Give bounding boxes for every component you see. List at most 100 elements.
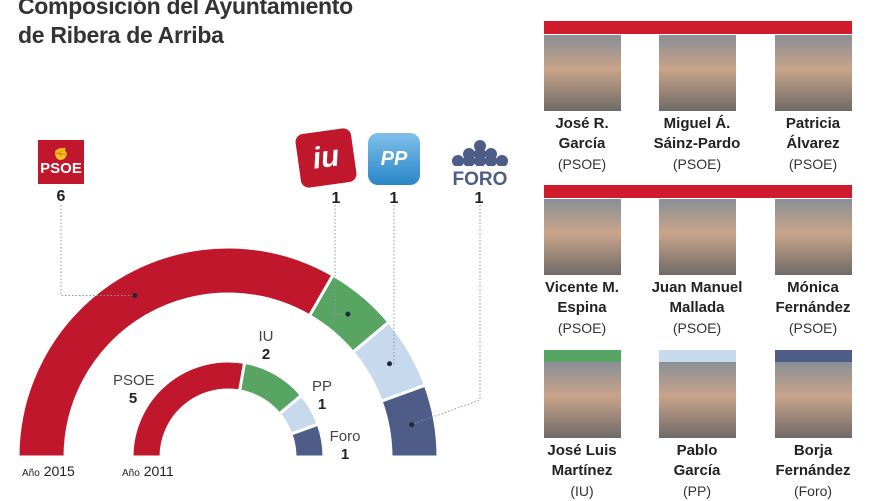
marker-dot-foro xyxy=(409,422,415,428)
pp-logo: PP xyxy=(368,133,420,185)
councillor-name: Pablo García xyxy=(642,441,752,481)
party-name: PP xyxy=(311,378,332,395)
seat-count: 1 xyxy=(317,396,327,413)
councillor-photo xyxy=(658,362,736,438)
councillor-photo xyxy=(774,362,852,438)
councillor-photo xyxy=(658,35,736,111)
first-name: Patricia xyxy=(785,115,841,132)
foro-header-bar xyxy=(775,350,852,363)
councillor-photo xyxy=(543,35,621,111)
councillor-photo xyxy=(774,199,852,275)
councillor-party: (PSOE) xyxy=(557,320,607,336)
councillor-name: José R. García xyxy=(527,114,637,154)
councillor-photo xyxy=(774,35,852,111)
last-name: Fernández xyxy=(775,299,851,316)
councillor-party: (PSOE) xyxy=(788,320,838,336)
leader-line-iu xyxy=(334,205,348,315)
year-label-2015: Año 2015 xyxy=(22,463,75,479)
councillor-party: (IU) xyxy=(570,483,594,499)
last-name: García xyxy=(558,135,606,152)
label-2011-iu: IU 2 xyxy=(246,328,286,364)
first-name: Borja xyxy=(793,442,833,459)
councillor-card: José Luis Martínez (IU) xyxy=(527,362,637,501)
councillor-card: Mónica Fernández (PSOE) xyxy=(758,199,868,338)
year-value: 2015 xyxy=(43,463,75,479)
pp-seats-2015: 1 xyxy=(389,190,399,207)
page-title: Composición del Ayuntamiento de Ribera d… xyxy=(18,0,353,50)
party-name: IU xyxy=(258,328,274,345)
first-name: Miguel Á. xyxy=(663,115,731,132)
title-line-1: Composición del Ayuntamiento xyxy=(18,0,353,19)
last-name: García xyxy=(673,462,721,479)
first-name: Vicente M. xyxy=(545,279,619,296)
first-name: José R. xyxy=(555,115,609,132)
year-prefix: Año xyxy=(122,468,140,479)
last-name: Mallada xyxy=(669,299,725,316)
first-name: José Luis xyxy=(547,442,617,459)
last-name: Álvarez xyxy=(786,135,840,152)
seat-segment-foro-2011 xyxy=(289,422,326,459)
year-value: 2011 xyxy=(143,463,174,479)
councillor-party: (PSOE) xyxy=(672,156,722,172)
label-2011-psoe: PSOE 5 xyxy=(113,372,155,408)
councillor-card: José R. García (PSOE) xyxy=(527,35,637,174)
rose-icon: ✊ xyxy=(53,146,69,161)
councillor-name: Mónica Fernández xyxy=(758,278,868,318)
councillor-name: Patricia Álvarez xyxy=(758,114,868,154)
councillor-card: Pablo García (PP) xyxy=(642,362,752,501)
last-name: Sáinz-Pardo xyxy=(653,135,741,152)
councillor-name: Vicente M. Espina xyxy=(527,278,637,318)
pp-header-bar xyxy=(659,350,736,363)
councillor-party: (Foro) xyxy=(793,483,833,499)
marker-dot-psoe xyxy=(132,292,138,298)
year-prefix: Año xyxy=(22,468,40,479)
label-2011-foro: Foro 1 xyxy=(325,428,365,464)
first-name: Mónica xyxy=(787,279,839,296)
iu-seats-2015: 1 xyxy=(331,190,341,207)
party-name: PSOE xyxy=(113,372,155,389)
councillor-party: (PSOE) xyxy=(788,156,838,172)
psoe-header-bar xyxy=(544,185,852,198)
councillor-name: Miguel Á. Sáinz-Pardo xyxy=(642,114,752,154)
councillor-card: Patricia Álvarez (PSOE) xyxy=(758,35,868,174)
councillor-party: (PP) xyxy=(683,483,711,499)
iu-header-bar xyxy=(544,350,621,363)
foro-logo: FORO xyxy=(450,140,510,190)
psoe-logo: ✊ PSOE xyxy=(38,140,84,184)
party-name: Foro xyxy=(329,428,361,445)
title-line-2: de Ribera de Arriba xyxy=(18,22,224,48)
councillor-card: Vicente M. Espina (PSOE) xyxy=(527,199,637,338)
seat-count: 2 xyxy=(261,346,271,363)
councillor-name: José Luis Martínez xyxy=(527,441,637,481)
last-name: Fernández xyxy=(775,462,851,479)
seat-count: 1 xyxy=(340,446,350,463)
seat-count: 5 xyxy=(128,390,138,407)
councillor-name: Juan Manuel Mallada xyxy=(642,278,752,318)
psoe-header-bar xyxy=(544,21,852,34)
parliament-chart xyxy=(16,205,481,459)
marker-dot-pp xyxy=(387,361,393,367)
councillor-card: Juan Manuel Mallada (PSOE) xyxy=(642,199,752,338)
councillor-photo xyxy=(543,199,621,275)
last-name: Martínez xyxy=(551,462,613,479)
psoe-logo-text: PSOE xyxy=(40,159,82,177)
councillor-photo xyxy=(658,199,736,275)
councillor-photo xyxy=(543,362,621,438)
psoe-seats-2015: 6 xyxy=(56,188,66,205)
foro-seats-2015: 1 xyxy=(474,190,484,207)
pp-logo-text: PP xyxy=(380,147,408,170)
label-2011-pp: PP 1 xyxy=(302,378,342,414)
year-label-2011: Año 2011 xyxy=(122,463,174,479)
last-name: Espina xyxy=(557,299,607,316)
councillor-card: Miguel Á. Sáinz-Pardo (PSOE) xyxy=(642,35,752,174)
councillor-card: Borja Fernández (Foro) xyxy=(758,362,868,501)
first-name: Juan Manuel xyxy=(651,279,743,296)
marker-dot-iu xyxy=(345,311,351,317)
councillor-party: (PSOE) xyxy=(557,156,607,172)
foro-logo-text: FORO xyxy=(452,169,508,190)
councillor-name: Borja Fernández xyxy=(758,441,868,481)
foro-dots-icon xyxy=(452,140,508,167)
first-name: Pablo xyxy=(676,442,718,459)
seat-segment-foro-2015 xyxy=(379,383,440,459)
councillor-party: (PSOE) xyxy=(672,320,722,336)
